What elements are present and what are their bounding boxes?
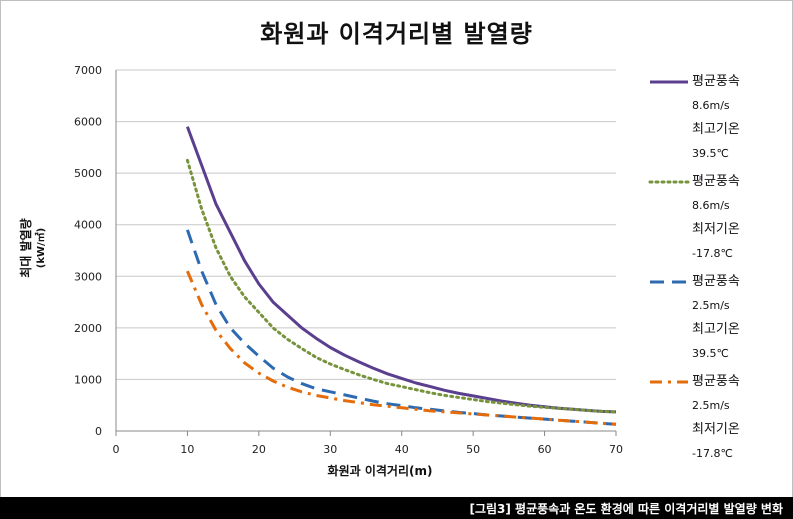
legend-label-line: 2.5m/s	[692, 399, 730, 412]
legend-label-line: 최저기온	[692, 422, 740, 437]
x-tick-label: 0	[113, 443, 120, 456]
x-tick-label: 60	[538, 443, 552, 456]
x-axis-label: 화원과 이격거리(m)	[327, 464, 433, 478]
series-line-2	[185, 158, 618, 414]
legend-label-line: 39.5℃	[692, 347, 729, 360]
x-tick-label: 20	[252, 443, 266, 456]
legend-label-4: 평균풍속 2.5m/s 최저기온 -17.8℃	[692, 370, 740, 466]
x-tick-label: 40	[395, 443, 409, 456]
legend-label-line: 평균풍속	[692, 74, 740, 89]
legend-swatch-4	[650, 380, 688, 384]
y-axis-unit: (kW/㎡)	[36, 227, 47, 269]
y-tick-label: 0	[95, 425, 102, 438]
y-tick-label: 7000	[74, 64, 102, 77]
y-tick-label: 4000	[74, 219, 102, 232]
legend-label-2: 평균풍속 8.6m/s 최저기온 -17.8℃	[692, 170, 740, 266]
y-tick-label: 6000	[74, 116, 102, 129]
legend-label-line: 8.6m/s	[692, 99, 730, 112]
legend-label-1: 평균풍속 8.6m/s 최고기온 39.5℃	[692, 70, 740, 166]
y-tick-label: 3000	[74, 270, 102, 283]
legend-label-line: 평균풍속	[692, 174, 740, 189]
caption-bar: [그림3] 평균풍속과 온도 환경에 따른 이격거리별 발열량 변화	[0, 497, 793, 519]
legend-swatch-3	[650, 280, 688, 284]
figure-caption: [그림3] 평균풍속과 온도 환경에 따른 이격거리별 발열량 변화	[469, 502, 783, 516]
chart-title: 화원과 이격거리별 발열량	[260, 20, 533, 48]
y-tick-label: 5000	[74, 167, 102, 180]
legend-label-line: 최저기온	[692, 222, 740, 237]
x-tick-label: 70	[609, 443, 623, 456]
y-tick-label: 2000	[74, 322, 102, 335]
x-tick-label: 50	[466, 443, 480, 456]
y-axis-title: 최대 발열량	[19, 218, 33, 278]
legend-label-line: -17.8℃	[692, 447, 733, 460]
legend-label-line: 2.5m/s	[692, 299, 730, 312]
legend-label-line: 최고기온	[692, 122, 740, 137]
x-tick-label: 30	[323, 443, 337, 456]
legend-label-line: 8.6m/s	[692, 199, 730, 212]
legend-swatch-1	[650, 80, 688, 84]
legend-label-3: 평균풍속 2.5m/s 최고기온 39.5℃	[692, 270, 740, 366]
legend-label-line: 평균풍속	[692, 374, 740, 389]
y-tick-label: 1000	[74, 373, 102, 386]
legend-label-line: 39.5℃	[692, 147, 729, 160]
series-line-4	[186, 270, 617, 426]
legend-label-line: 최고기온	[692, 322, 740, 337]
y-axis-label: 최대 발열량 (kW/㎡)	[19, 218, 49, 277]
series-line-1	[185, 126, 617, 414]
y-axis-label-wrap: 최대 발열량 (kW/㎡)	[14, 168, 54, 328]
series-line-3	[185, 229, 617, 426]
x-tick-label: 10	[180, 443, 194, 456]
legend-swatch-2	[648, 180, 690, 184]
legend-label-line: 평균풍속	[692, 274, 740, 289]
legend-label-line: -17.8℃	[692, 247, 733, 260]
